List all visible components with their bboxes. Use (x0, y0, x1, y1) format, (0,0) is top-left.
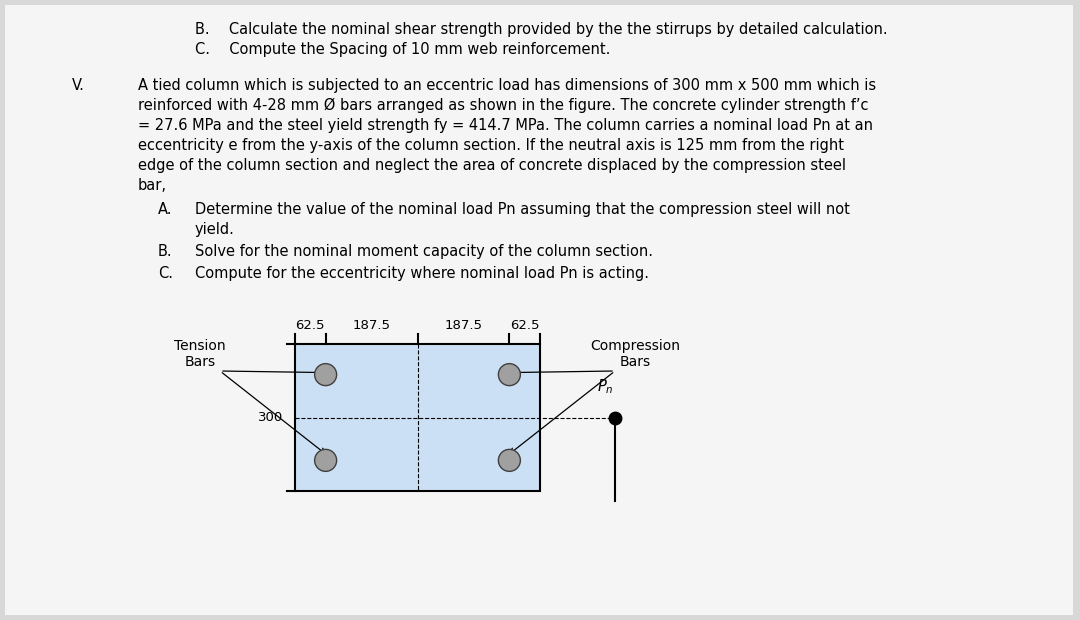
Text: 187.5: 187.5 (352, 319, 391, 332)
Text: Tension: Tension (174, 339, 226, 353)
Text: B.: B. (158, 244, 173, 259)
Circle shape (498, 450, 521, 471)
Text: B.  Calculate the nominal shear strength provided by the the stirrups by detaile: B. Calculate the nominal shear strength … (195, 22, 888, 37)
Bar (295, 344, 540, 491)
Text: V.: V. (72, 78, 85, 93)
Circle shape (314, 450, 337, 471)
Text: C.: C. (158, 266, 173, 281)
Circle shape (314, 363, 337, 386)
Text: reinforced with 4-28 mm Ø bars arranged as shown in the figure. The concrete cyl: reinforced with 4-28 mm Ø bars arranged … (138, 98, 868, 113)
Text: Compression: Compression (590, 339, 680, 353)
Text: A.: A. (158, 202, 173, 217)
Text: C.  Compute the Spacing of 10 mm web reinforcement.: C. Compute the Spacing of 10 mm web rein… (195, 42, 610, 57)
Text: edge of the column section and neglect the area of concrete displaced by the com: edge of the column section and neglect t… (138, 158, 846, 173)
Text: 62.5: 62.5 (510, 319, 539, 332)
Text: $P_n$: $P_n$ (597, 377, 613, 396)
Text: = 27.6 MPa and the steel yield strength fy = 414.7 MPa. The column carries a nom: = 27.6 MPa and the steel yield strength … (138, 118, 873, 133)
Text: Solve for the nominal moment capacity of the column section.: Solve for the nominal moment capacity of… (195, 244, 653, 259)
Text: Determine the value of the nominal load Pn assuming that the compression steel w: Determine the value of the nominal load … (195, 202, 850, 217)
Text: Bars: Bars (185, 355, 216, 369)
Text: bar,: bar, (138, 178, 167, 193)
Text: Compute for the eccentricity where nominal load Pn is acting.: Compute for the eccentricity where nomin… (195, 266, 649, 281)
Text: A tied column which is subjected to an eccentric load has dimensions of 300 mm x: A tied column which is subjected to an e… (138, 78, 876, 93)
Text: 187.5: 187.5 (445, 319, 483, 332)
Text: yield.: yield. (195, 222, 234, 237)
Text: 300: 300 (258, 411, 283, 424)
Circle shape (498, 363, 521, 386)
Text: eccentricity e from the y-axis of the column section. If the neutral axis is 125: eccentricity e from the y-axis of the co… (138, 138, 843, 153)
Text: Bars: Bars (620, 355, 650, 369)
Text: 62.5: 62.5 (296, 319, 325, 332)
